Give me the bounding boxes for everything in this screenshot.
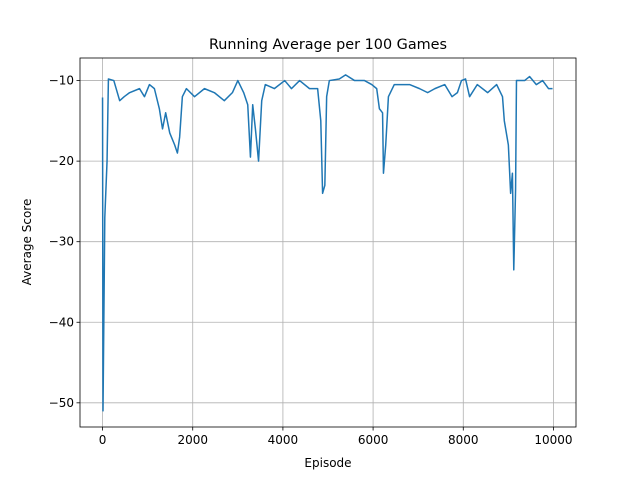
x-tick-label: 4000: [268, 433, 299, 447]
y-tick-label: −30: [49, 235, 74, 249]
y-tick-label: −10: [49, 74, 74, 88]
plot-area: [101, 74, 553, 412]
x-tick-label: 0: [99, 433, 107, 447]
y-tick-label: −40: [49, 315, 74, 329]
x-tick-label: 2000: [177, 433, 208, 447]
y-axis-label: Average Score: [20, 199, 34, 286]
x-tick-label: 10000: [534, 433, 572, 447]
x-axis-label: Episode: [304, 456, 351, 470]
chart-title: Running Average per 100 Games: [209, 37, 447, 53]
grid: [80, 58, 576, 427]
y-tick-label: −20: [49, 154, 74, 168]
axes-frame: [79, 57, 577, 428]
x-tick-label: 8000: [448, 433, 479, 447]
data-line: [101, 74, 553, 412]
y-tick-label: −50: [49, 396, 74, 410]
x-tick-label: 6000: [358, 433, 389, 447]
